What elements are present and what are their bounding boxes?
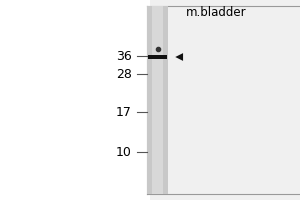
Bar xyxy=(0,0,150,200)
Text: 28: 28 xyxy=(116,68,132,80)
Text: 10: 10 xyxy=(116,146,132,158)
Text: 36: 36 xyxy=(116,49,132,62)
Text: 17: 17 xyxy=(116,106,132,118)
Bar xyxy=(152,6,163,194)
Bar xyxy=(147,6,168,194)
Bar xyxy=(148,55,167,59)
Bar xyxy=(150,0,300,200)
Text: m.bladder: m.bladder xyxy=(186,5,246,19)
